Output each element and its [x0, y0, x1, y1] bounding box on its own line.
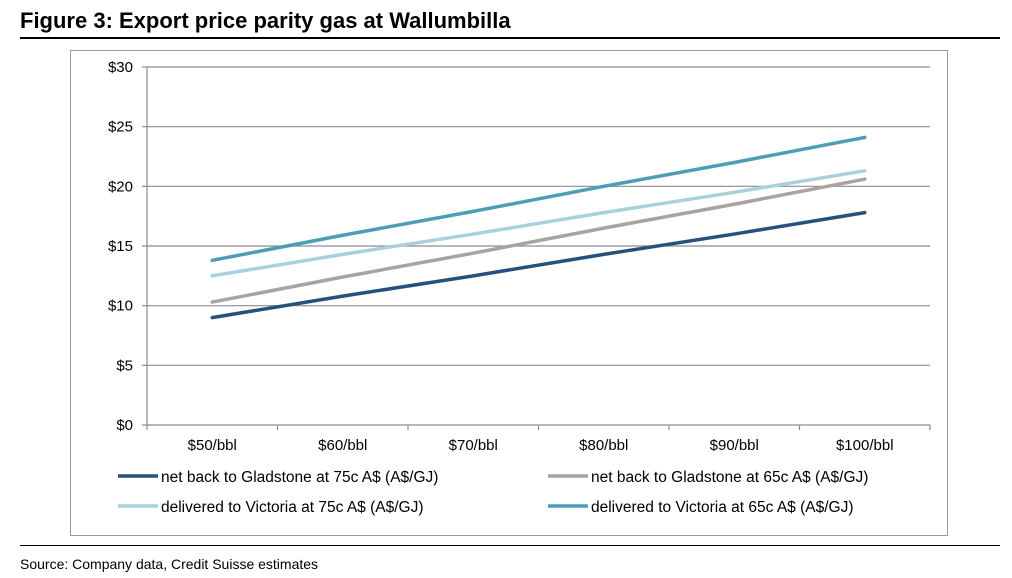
x-tick-label: $100/bbl [836, 437, 894, 454]
y-tick-label: $15 [108, 238, 133, 255]
legend-label: net back to Gladstone at 75c A$ (A$/GJ) [161, 469, 438, 486]
y-tick-label: $20 [108, 178, 133, 195]
series-line-2 [210, 177, 867, 304]
x-tick-label: $90/bbl [710, 437, 759, 454]
chart-frame [70, 50, 948, 536]
x-tick-label: $70/bbl [449, 437, 498, 454]
y-tick-label: $25 [108, 119, 133, 136]
x-tick-label: $80/bbl [579, 437, 628, 454]
figure-title: Figure 3: Export price parity gas at Wal… [20, 8, 511, 33]
source-note: Source: Company data, Credit Suisse esti… [20, 556, 319, 572]
series-line-3 [210, 169, 867, 278]
series-line-4 [210, 135, 867, 263]
x-tick-label: $60/bbl [318, 437, 367, 454]
x-tick-label: $50/bbl [188, 437, 237, 454]
legend-label: delivered to Victoria at 75c A$ (A$/GJ) [161, 499, 424, 516]
y-tick-label: $5 [116, 357, 133, 374]
legend-label: net back to Gladstone at 65c A$ (A$/GJ) [591, 469, 868, 486]
legend-label: delivered to Victoria at 65c A$ (A$/GJ) [591, 499, 854, 516]
y-tick-label: $10 [108, 298, 133, 315]
title-rule [20, 37, 1000, 39]
series-line-1 [210, 210, 867, 320]
source-rule [20, 545, 1000, 546]
y-tick-label: $30 [108, 59, 133, 76]
y-tick-label: $0 [116, 417, 133, 434]
